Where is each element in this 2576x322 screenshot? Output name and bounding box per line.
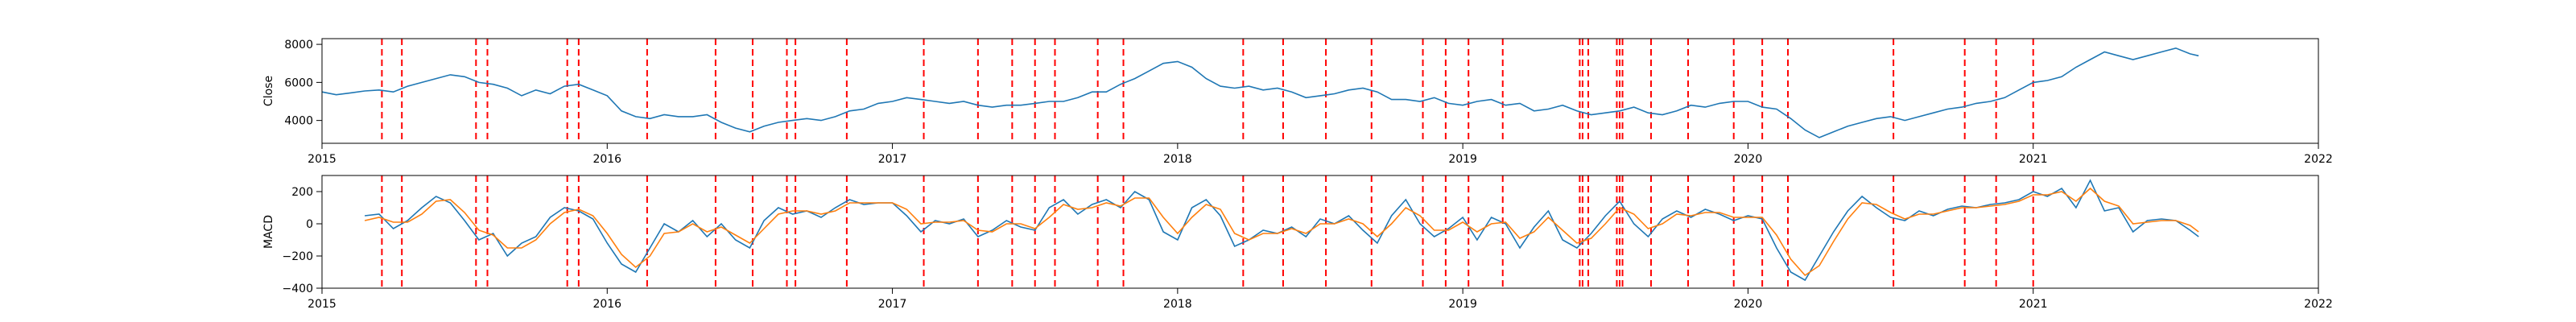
close-y-tick-label-2: 8000 xyxy=(284,39,313,52)
close-x-tick-label-5: 2020 xyxy=(1734,153,1763,166)
close-x-tick-label-4: 2019 xyxy=(1448,153,1477,166)
close-x-tick-label-1: 2016 xyxy=(592,153,621,166)
close-y-axis-label: Close xyxy=(262,76,275,106)
macd-x-tick-label-5: 2020 xyxy=(1734,298,1763,311)
macd-x-tick-label-4: 2019 xyxy=(1448,298,1477,311)
close-x-tick-label-3: 2018 xyxy=(1163,153,1192,166)
close-x-tick-label-6: 2021 xyxy=(2019,153,2048,166)
macd-x-tick-label-6: 2021 xyxy=(2019,298,2048,311)
macd-y-axis-label: MACD xyxy=(262,215,275,249)
macd-x-tick-label-0: 2015 xyxy=(308,298,336,311)
close-axes-frame xyxy=(321,38,2319,144)
macd-signal-series xyxy=(364,187,2199,277)
macd-x-tick-label-3: 2018 xyxy=(1163,298,1192,311)
macd-axes-frame xyxy=(321,175,2319,289)
close-price-panel: 2015 2016 2017 2018 2019 2020 2021 2022 4000 6000… xyxy=(262,38,2333,166)
close-x-tick-label-0: 2015 xyxy=(308,153,336,166)
macd-y-tick-label-3: 200 xyxy=(291,186,313,199)
close-y-tick-label-1: 6000 xyxy=(284,76,313,89)
macd-y-tick-label-2: 0 xyxy=(306,218,313,231)
close-series xyxy=(321,47,2199,138)
macd-panel: 2015 2016 2017 2018 2019 2020 2021 2022 −400 −200… xyxy=(262,175,2333,311)
macd-y-tick-label-0: −400 xyxy=(283,283,313,295)
macd-x-tick-label-2: 2017 xyxy=(878,298,907,311)
close-x-tick-label-7: 2022 xyxy=(2304,153,2333,166)
close-y-tick-label-0: 4000 xyxy=(284,115,313,128)
macd-x-tick-label-1: 2016 xyxy=(592,298,621,311)
macd-x-tick-label-7: 2022 xyxy=(2304,298,2333,311)
macd-y-tick-label-1: −200 xyxy=(283,250,313,263)
close-x-tick-label-2: 2017 xyxy=(878,153,907,166)
macd-macd-series xyxy=(365,179,2199,282)
